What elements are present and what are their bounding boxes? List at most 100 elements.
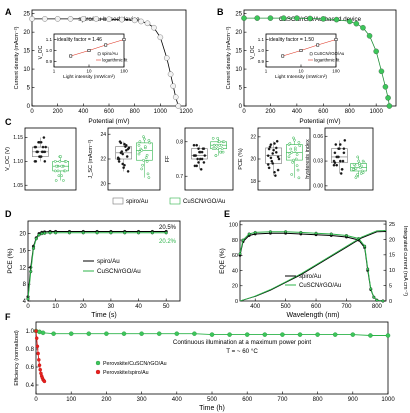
stat-ylabel: V_OC (V) <box>5 147 11 171</box>
inset-legend-marker <box>309 52 313 56</box>
pce-marker <box>81 231 85 235</box>
inset-y-label: 1.0 <box>46 48 53 53</box>
stat-point <box>117 157 121 161</box>
jv-marker <box>29 16 35 22</box>
stability-legend-marker <box>95 369 101 375</box>
jv-y-label: 10 <box>235 67 242 73</box>
jv-y-label: 15 <box>235 49 242 55</box>
inset-point <box>104 43 108 47</box>
stat-point <box>289 147 293 151</box>
stat-point <box>54 164 58 168</box>
panel-letter-c: C <box>5 117 12 127</box>
stat-point <box>274 146 278 150</box>
stat-point <box>352 163 356 166</box>
stat-point <box>140 148 144 152</box>
stat-point <box>124 145 127 148</box>
pce-marker <box>29 269 33 274</box>
stat-point <box>359 164 363 168</box>
stat-point <box>220 147 224 151</box>
jv-marker <box>254 15 260 21</box>
stability-legend-label: Perovskite/CuSCN/rGO/Au <box>103 361 167 367</box>
stat-point <box>144 156 148 160</box>
stat-point <box>335 163 339 167</box>
eqe-y-label: 100 <box>229 223 238 229</box>
jv-marker <box>333 16 340 23</box>
stat-y-label: 18 <box>250 179 256 185</box>
stat-point <box>42 136 46 139</box>
stat-point <box>137 144 141 147</box>
eqe-x-label: 700 <box>341 304 352 310</box>
stat-point <box>62 179 65 182</box>
jv-x-label: 400 <box>292 109 303 115</box>
pce-marker <box>48 231 52 235</box>
pce-marker <box>40 232 44 236</box>
pce-annotation-cuscn: 20.2% <box>159 239 177 245</box>
stat-point <box>147 176 151 179</box>
jv-x-label: 400 <box>78 109 89 115</box>
stat-point <box>273 170 276 174</box>
stability-marker <box>332 332 338 337</box>
stability-y-label: 0.8 <box>26 347 35 353</box>
pce-x-label: 30 <box>108 304 115 310</box>
inset-legend-marker <box>97 52 101 56</box>
stat-point <box>146 172 150 176</box>
eqe-x-label: 600 <box>311 304 322 310</box>
jv-x-label: 600 <box>318 109 329 115</box>
stat-point <box>121 162 125 166</box>
jv-marker <box>167 71 174 77</box>
stat-point <box>332 163 336 167</box>
pce-y-label: 16 <box>19 248 26 254</box>
stat-point <box>215 143 219 147</box>
stat-point <box>356 155 360 159</box>
eqe-x-label: 500 <box>281 304 292 310</box>
stat-ylabel: hysteresis index <box>305 139 311 179</box>
stat-y-label: 1.15 <box>13 135 23 141</box>
stat-point <box>140 167 144 171</box>
stability-marker <box>139 331 144 336</box>
eqe-marker <box>369 287 373 291</box>
eqe-xlabel: Wavelength (nm) <box>286 312 339 319</box>
stat-point <box>297 176 301 180</box>
stat-point <box>117 160 121 163</box>
panel-letter-e: E <box>224 209 230 219</box>
jv-marker <box>42 16 48 22</box>
pce-y-label: 12 <box>19 265 26 271</box>
stat-point <box>277 157 281 161</box>
inset-ideality-factor: ideality factor = 1.46 <box>57 37 102 43</box>
eqe-marker <box>268 230 272 234</box>
eqe-marker <box>314 231 318 235</box>
jv-marker <box>267 15 274 21</box>
stat-point <box>337 147 340 151</box>
stat-y-label: 20 <box>250 157 256 163</box>
eqe-marker <box>372 295 376 299</box>
stat-point <box>334 143 338 146</box>
pce-marker <box>43 231 47 235</box>
jv-marker <box>307 15 313 22</box>
inset-point <box>334 38 338 41</box>
inset-point <box>69 54 73 58</box>
stat-point <box>43 160 47 163</box>
stat-point <box>294 157 298 161</box>
eqe-x-label: 800 <box>372 304 383 310</box>
eqe-y2-label: 10 <box>389 268 395 274</box>
stat-point <box>38 155 41 158</box>
panel-letter-a: A <box>5 7 12 17</box>
stat-point <box>60 174 63 178</box>
pce-marker <box>34 237 38 241</box>
stability-x-label: 300 <box>137 397 148 403</box>
stability-marker <box>244 332 250 337</box>
jv-marker <box>106 16 112 22</box>
stability-y-label: 0.6 <box>26 365 35 371</box>
stability-legend-label: Perovskite/spiro/Au <box>103 370 149 376</box>
jv-marker <box>320 16 327 22</box>
stat-point <box>293 148 297 152</box>
stat-point <box>34 160 38 163</box>
stat-point <box>39 140 43 144</box>
stat-point <box>267 147 271 151</box>
stat-point <box>219 143 223 147</box>
pce-legend-label: spiro/Au <box>97 258 120 265</box>
pce-curve <box>27 232 167 299</box>
jv-x-label: 800 <box>345 109 356 115</box>
inset-point <box>87 49 91 52</box>
pce-annotation-spiro: 20.5% <box>159 225 177 231</box>
